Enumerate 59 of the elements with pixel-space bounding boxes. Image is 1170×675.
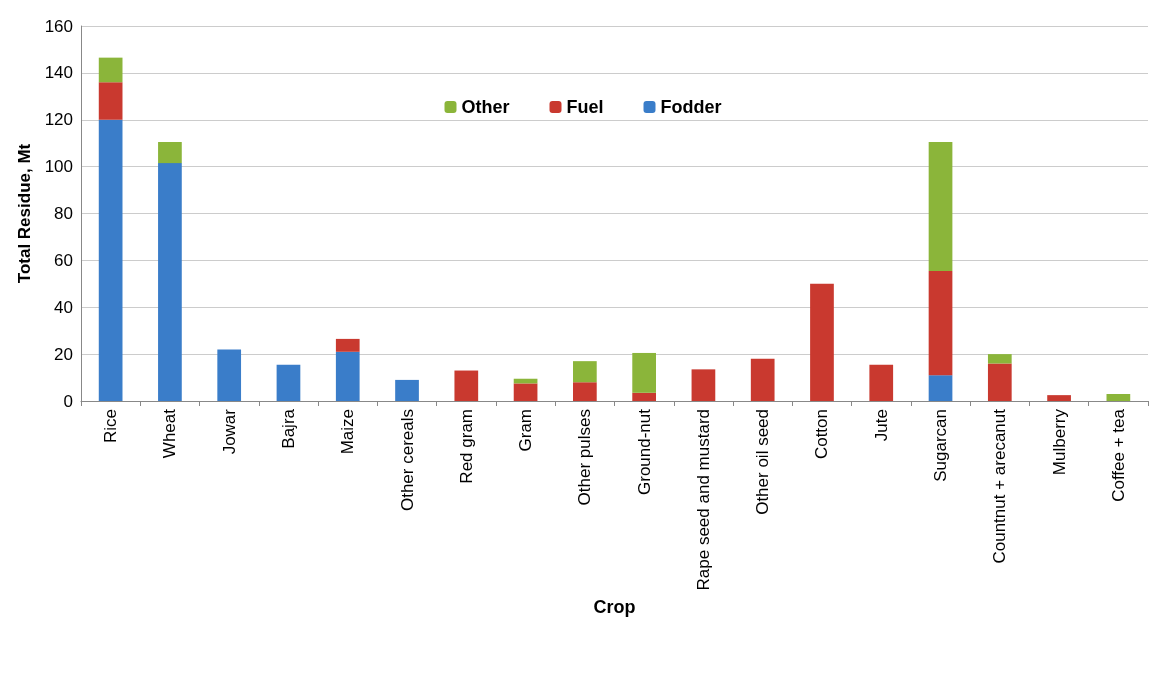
x-tick-label: Bajra: [278, 408, 298, 449]
bar: [158, 163, 182, 401]
bar: [335, 351, 360, 401]
x-tick-label: Other cereals: [397, 409, 417, 512]
bar: [573, 382, 597, 401]
x-tick-label: Ground-nut: [634, 408, 654, 495]
x-tick-label: Other oil seed: [753, 409, 773, 515]
bar: [928, 375, 953, 401]
y-tick-label: 160: [44, 16, 73, 36]
y-axis-title: Total Residue, Mt: [15, 143, 34, 284]
bar: [1106, 393, 1131, 401]
bar: [276, 364, 301, 401]
x-tick-label: Jowar: [219, 408, 239, 455]
bar: [691, 369, 716, 401]
y-tick-label: 140: [44, 63, 73, 83]
y-tick-label: 100: [44, 157, 73, 177]
y-tick-label: 120: [44, 110, 73, 130]
x-tick-label: Gram: [516, 409, 536, 452]
legend-label: Fodder: [660, 97, 722, 117]
x-tick-label: Jute: [871, 409, 891, 442]
x-tick-label: Rape seed and mustard: [693, 409, 713, 591]
y-tick-label: 40: [54, 297, 73, 317]
bar: [928, 142, 953, 271]
bar: [573, 361, 597, 383]
bar: [158, 142, 182, 164]
x-tick-label: Wheat: [160, 408, 180, 459]
bar: [1047, 395, 1071, 401]
x-tick-label: Rice: [101, 409, 121, 444]
x-tick-label: Countnut + arecanut: [990, 408, 1010, 564]
bar: [454, 370, 479, 401]
x-tick-label: Coffee + tea: [1108, 408, 1128, 502]
bar: [98, 119, 123, 401]
bar: [869, 364, 894, 401]
legend-label: Fuel: [566, 97, 604, 117]
y-tick-label: 20: [54, 344, 73, 364]
bar: [632, 392, 656, 401]
y-tick-label: 60: [54, 250, 73, 270]
bar: [750, 358, 775, 401]
x-tick-label: Sugarcan: [931, 409, 951, 482]
bar: [98, 57, 123, 83]
x-tick-label: Other pulses: [575, 409, 595, 506]
bar: [395, 379, 419, 401]
x-axis-title: Crop: [593, 597, 636, 618]
bar: [632, 352, 656, 393]
x-tick-label: Cotton: [812, 409, 832, 460]
y-tick-label: 80: [54, 204, 73, 223]
bar: [513, 383, 538, 401]
x-tick-label: Red gram: [456, 409, 476, 484]
bar: [217, 349, 242, 401]
bar: [987, 354, 1012, 364]
bar: [928, 270, 953, 376]
legend-label: Other: [461, 97, 510, 117]
x-tick-label: Mulberry: [1049, 408, 1069, 476]
y-tick-label: 0: [63, 391, 73, 411]
bar: [98, 82, 123, 120]
x-tick-label: Maize: [338, 409, 358, 455]
bar: [987, 363, 1012, 401]
bar: [335, 338, 360, 352]
bar: [810, 283, 834, 401]
